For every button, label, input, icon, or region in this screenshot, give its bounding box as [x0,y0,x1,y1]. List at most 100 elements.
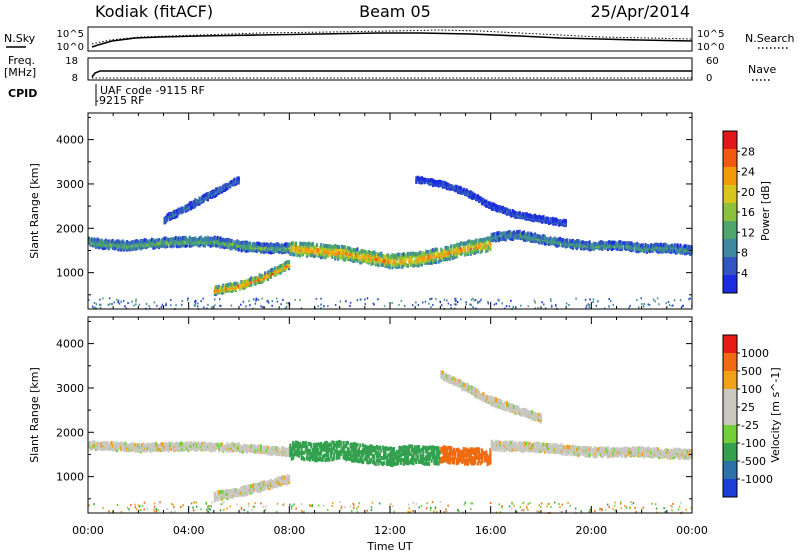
power-speckle-cell [666,302,668,304]
power-speckle-cell [496,303,498,305]
power-speckle-cell [316,298,318,300]
power-speckle-cell [195,305,197,307]
power-echo-cell [411,259,413,263]
power-speckle-cell [455,300,457,302]
velocity-echo-cell [635,447,637,451]
velocity-echo-cell [373,458,375,462]
power-colorbar-swatch [723,149,737,167]
power-speckle-cell [156,305,158,307]
power-speckle-cell [472,298,474,300]
velocity-echo-cell [417,455,419,459]
velocity-echo-cell [310,443,312,447]
nsky-tick-bottom: 10^0 [57,42,84,53]
power-colorbar-tick-label: 8 [741,247,748,260]
power-speckle-cell [200,300,202,302]
power-echo-band [214,260,290,296]
power-echo-cell [566,238,568,242]
power-speckle-cell [99,299,101,301]
power-speckle-cell [430,306,432,308]
velocity-echo-cell [359,444,361,448]
power-speckle-cell [435,298,437,300]
power-speckle-cell [102,297,104,299]
power-speckle-cell [513,306,515,308]
nave-label: Nave [748,63,776,76]
nsearch-label: N.Search [745,32,795,45]
power-speckle-cell [543,303,545,305]
power-speckle-cell [260,306,262,308]
power-speckle-cell [641,303,643,305]
power-speckle-cell [648,303,650,305]
power-speckle-cell [401,300,403,302]
velocity-echo-cell [438,447,440,451]
nave-tick-bottom: 0 [706,73,712,84]
power-speckle-cell [335,304,337,306]
power-speckle-cell [272,300,274,302]
power-speckle-cell [528,305,530,307]
power-speckle-cell [357,299,359,301]
power-speckle-cell [471,304,473,306]
power-speckle-cell [267,300,269,302]
power-speckle-cell [282,299,284,301]
power-speckle-cell [116,299,118,301]
power-speckle-cell [412,304,414,306]
power-echo-cell [356,247,358,251]
power-speckle-cell [398,304,400,306]
power-speckle-cell [487,301,489,303]
power-speckle-cell [248,300,250,302]
velocity-echo-cell [478,447,480,451]
power-speckle-cell [589,304,591,306]
power-speckle-cell [320,298,322,300]
power-speckle-cell [271,305,273,307]
power-speckle-cell [148,305,150,307]
power-speckle-cell [154,301,156,303]
velocity-echo-band [440,445,491,466]
power-speckle-cell [187,298,189,300]
power-speckle-cell [258,299,260,301]
power-speckle-cell [669,304,671,306]
power-speckle-cell [360,298,362,300]
beam-title: Beam 05 [359,2,431,21]
power-speckle-cell [349,305,351,307]
power-speckle-cell [243,301,245,303]
power-speckle-cell [440,301,442,303]
power-speckle-cell [479,301,481,303]
velocity-echo-cell [383,461,385,465]
power-speckle-cell [240,304,242,306]
velocity-echo-cell [333,453,335,457]
power-speckle-cell [214,298,216,300]
power-speckle-cell [520,305,522,307]
velocity-echo-cell [347,441,349,445]
power-speckle-cell [644,303,646,305]
power-speckle-cell [596,305,598,307]
power-speckle-cell [680,299,682,301]
power-echo-layer [88,176,693,310]
power-echo-cell [398,253,400,257]
power-speckle-cell [327,305,329,307]
power-speckle-cell [139,304,141,306]
power-speckle-cell [127,302,129,304]
power-speckle-cell [170,299,172,301]
power-speckle-cell [674,299,676,301]
power-echo-cell [679,244,681,248]
freq-tick-bottom: 8 [72,73,78,84]
power-echo-cell [238,248,240,252]
power-colorbar-swatch [723,131,737,149]
power-speckle-cell [268,302,270,304]
power-speckle-cell [465,301,467,303]
power-speckle-cell [131,301,133,303]
power-speckle-cell [589,306,591,308]
power-speckle-cell [566,303,568,305]
power-speckle-cell [657,297,659,299]
power-speckle-cell [415,301,417,303]
power-speckle-cell [170,304,172,306]
power-speckle-cell [541,301,543,303]
power-speckle-cell [96,303,98,305]
power-speckle-cell [377,298,379,300]
power-speckle-cell [365,303,367,305]
power-speckle-cell [471,299,473,301]
power-colorbar-tick-label: 20 [741,186,755,199]
power-speckle-cell [502,302,504,304]
